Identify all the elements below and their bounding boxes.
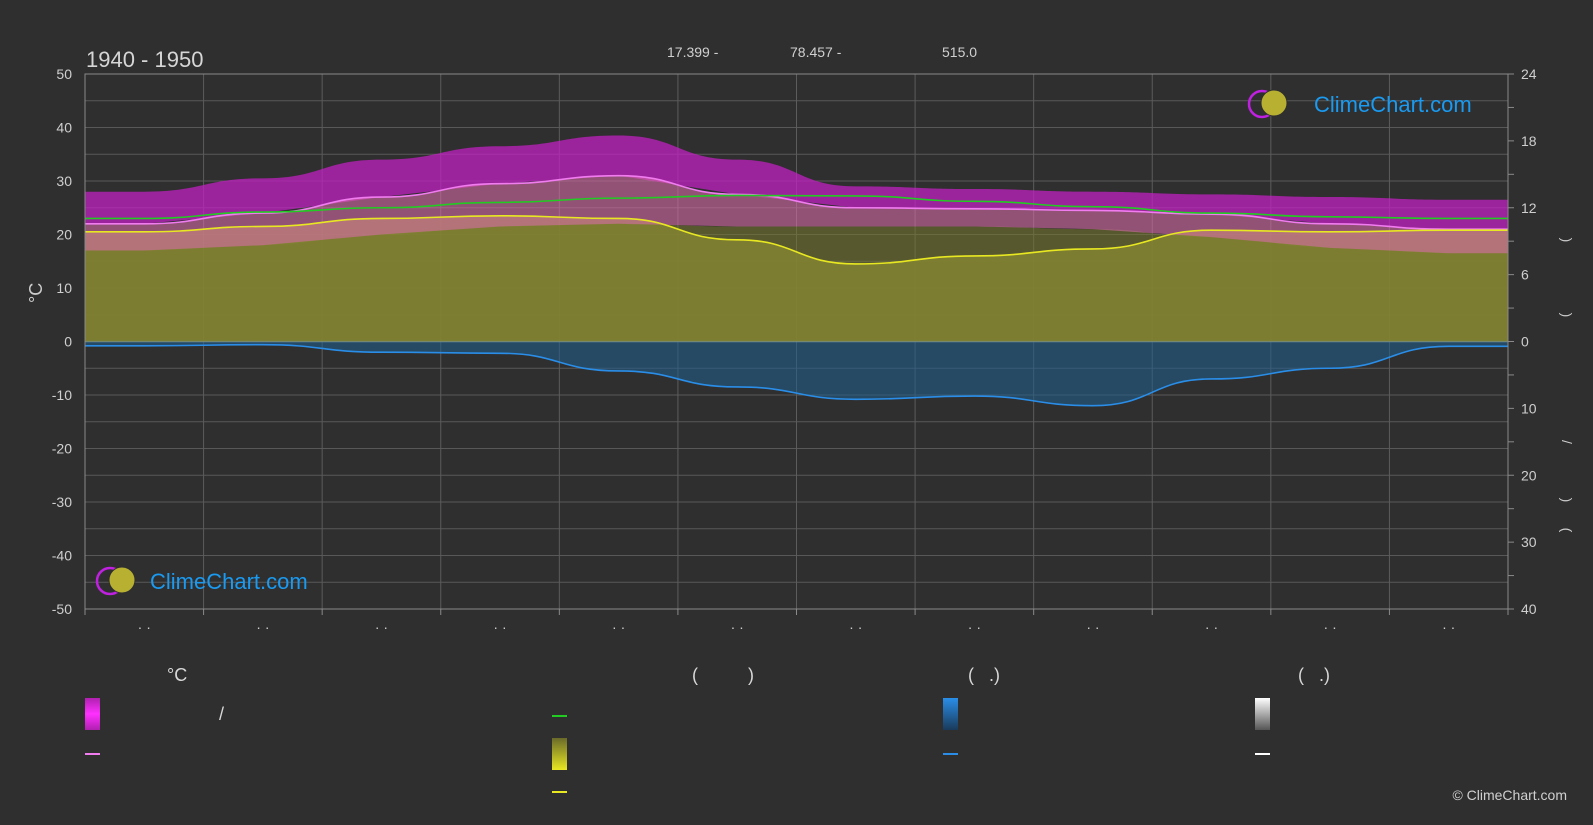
x-tick-label: · · [138,619,151,635]
logo-sun-icon [1260,89,1288,117]
y2-tick-label: 0 [1521,334,1529,350]
logo-sun-icon [108,566,136,594]
header-latitude: 17.399 - [667,44,719,60]
x-tick-label: · · [849,619,862,635]
x-tick-label: · · [256,619,269,635]
x-tick-label: · · [1086,619,1099,635]
legend-line-precipitation [943,753,958,755]
y-tick-label: 30 [56,173,72,189]
copyright: © ClimeChart.com [1452,787,1567,803]
logo-bottom: ClimeChart.com [95,566,308,596]
y-tick-label: 20 [56,227,72,243]
y-tick-label: 0 [64,334,72,350]
y-tick-label: -30 [52,494,72,510]
legend-swatch-temp-range [85,698,100,730]
legend-header-temperature: °C [167,665,188,685]
y2-unit-glyph: ) [1559,238,1575,243]
y2-unit-glyph: / [1559,440,1575,444]
y-tick-label: -20 [52,441,72,457]
y2-tick-label: 30 [1521,534,1537,550]
daylight-area [85,223,1508,342]
legend-slash: / [219,704,225,724]
temp-mean-line [84,174,1508,230]
y2-tick-label: 12 [1521,200,1537,216]
legend-header-precipitation: ( .) [968,665,1000,685]
y2-unit-glyph: ) [1559,313,1575,318]
y-tick-label: 50 [56,66,72,82]
legend-swatch-sunshine [552,738,567,770]
temp-max-band [85,135,1508,230]
y2-tick-label: 10 [1521,400,1537,416]
legend-line-sunshine [552,791,567,793]
legend-header-snow: ( .) [1298,665,1330,685]
legend-header-sunshine: ( ) [692,665,754,685]
x-tick-label: · · [968,619,981,635]
y2-unit-glyph: ) [1559,498,1575,503]
x-tick-label: · · [1205,619,1218,635]
y-axis-label: °C [26,283,46,303]
logo-text: ClimeChart.com [1314,92,1472,117]
header-longitude: 78.457 - [790,44,842,60]
legend-swatch-snow [1255,698,1270,730]
y-tick-label: -50 [52,601,72,617]
x-tick-label: · · [731,619,744,635]
y-tick-label: 10 [56,280,72,296]
axes: 50 40 30 20 10 0 -10 -20 -30 -40 -50 24 18 12 6 0 10 20 30… [52,66,1575,635]
y2-unit-glyph: ( [1559,528,1575,533]
data-bands [85,135,1508,406]
y-tick-label: 40 [56,120,72,136]
series-lines [84,174,1508,407]
x-tick-label: · · [493,619,506,635]
y-tick-label: -10 [52,387,72,403]
y2-tick-label: 40 [1521,601,1537,617]
legend-swatch-precipitation [943,698,958,730]
x-tick-label: · · [1442,619,1455,635]
x-tick-label: · · [375,619,388,635]
x-tick-label: · · [1324,619,1337,635]
y2-tick-label: 20 [1521,467,1537,483]
temp-min-band [85,175,1508,254]
y-tick-label: -40 [52,548,72,564]
daylight-line [84,194,1508,220]
legend-line-temp-mean [85,753,100,755]
precipitation-line [85,343,1508,407]
x-tick-label: · · [612,619,625,635]
header-elevation: 515.0 [942,44,977,60]
legend-line-snow [1255,753,1270,755]
chart-title: 1940 - 1950 [86,47,203,72]
logo-top: ClimeChart.com [1247,89,1472,119]
precipitation-area [85,341,1508,406]
y2-tick-label: 24 [1521,66,1537,82]
sunshine-line [85,214,1508,265]
logo-text: ClimeChart.com [150,569,308,594]
y2-tick-label: 18 [1521,133,1537,149]
legend-line-daylight [552,715,567,717]
y2-tick-label: 6 [1521,267,1529,283]
